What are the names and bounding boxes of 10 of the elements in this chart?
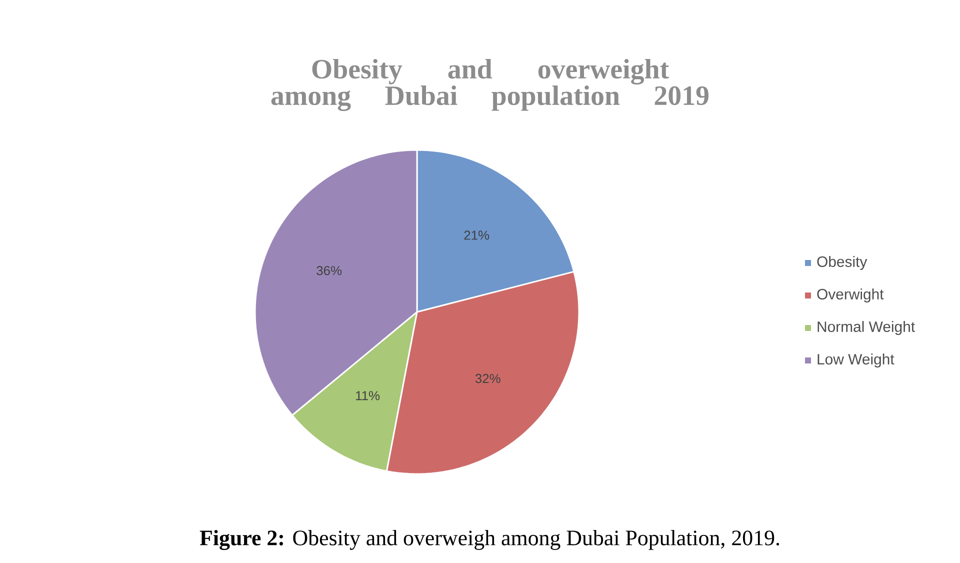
legend-label: Low Weight	[818, 354, 894, 368]
data-label: 32%	[475, 374, 500, 384]
data-label: 11%	[356, 391, 380, 400]
data-label: 36%	[316, 266, 342, 276]
text: Figure 2: Obesity and overweigh among Dubai Population, 2019.	[200, 530, 780, 550]
chart-title: Obesity and overweight among Dubai population 2019	[271, 58, 708, 111]
legend-label: Normal Weight	[818, 321, 915, 335]
data-label: 21%	[464, 230, 490, 240]
legend-label: Overwight	[817, 288, 884, 302]
legend-label: Obesity	[817, 256, 868, 270]
